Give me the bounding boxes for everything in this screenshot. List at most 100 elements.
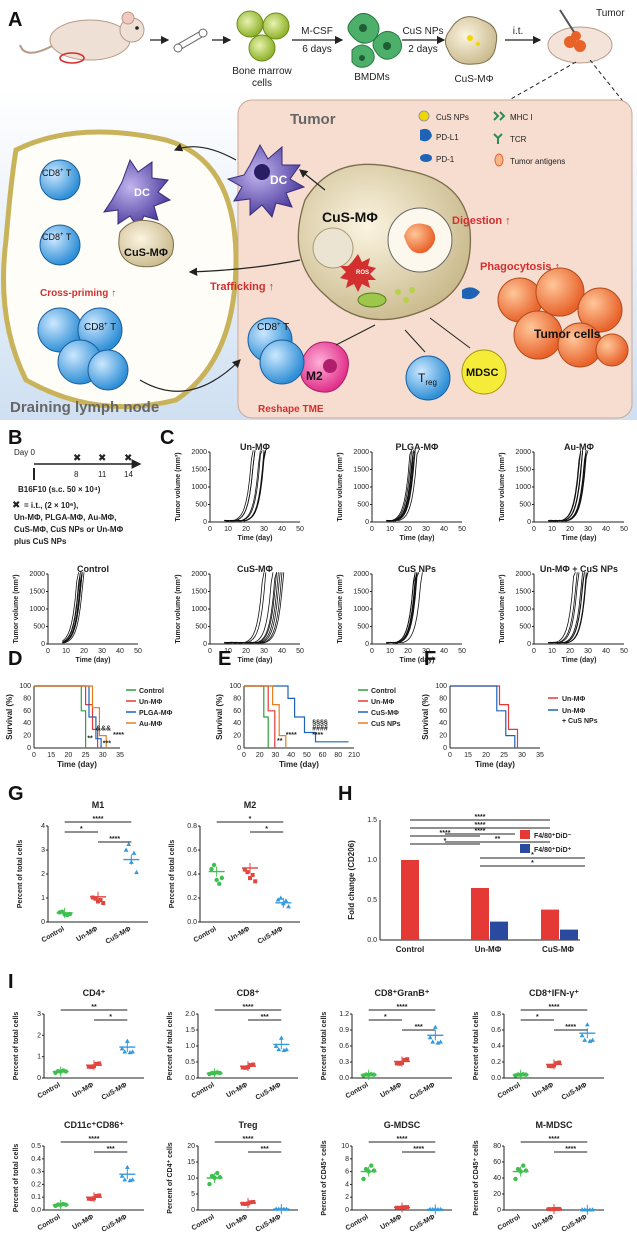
growth-xtick-5-0: 0 (370, 648, 374, 655)
ros-label: ROS (356, 270, 369, 276)
growth-xlabel-5: Time (day) (400, 657, 435, 664)
dot-i-2-ylabel: Percent of total cells (321, 1012, 328, 1081)
dot-i-6-pt-0-0 (361, 1176, 366, 1182)
survival-d-ytick-5: 100 (19, 683, 31, 690)
dot-i-1-pt-2-2 (278, 1035, 284, 1040)
growth-ylabel-3: Tumor volume (mm³) (13, 574, 20, 643)
dot-i-6-ytick-2: 4 (345, 1181, 349, 1188)
dot-i-2-pt-1-0 (394, 1061, 399, 1066)
dot-i-2-sig-1: * (384, 1014, 387, 1021)
dot-i-4-ytick-1: 0.1 (31, 1194, 41, 1201)
dot-i-0-ytick-2: 2 (37, 1032, 41, 1039)
dot-i-3-ytick-1: 0.2 (491, 1059, 501, 1066)
arrow2-bottom: 2 days (408, 44, 437, 55)
dot-i-1-pt-1-1 (243, 1065, 248, 1070)
cd206-bar-red-1 (471, 888, 489, 940)
growth-ytick-2-3: 1500 (515, 467, 531, 474)
dot-i-3-title: CD8⁺IFN-γ⁺ (529, 988, 579, 998)
growth-ylabel-2: Tumor volume (mm³) (499, 452, 506, 521)
survival-d-ytick-0: 0 (27, 745, 31, 752)
growth-xtick-1-5: 50 (458, 526, 466, 533)
inoc-text: B16F10 (s.c. 50 × 10⁴) (18, 485, 101, 494)
lymph-cd8-2 (39, 224, 81, 266)
panel-a-label: A (8, 9, 22, 31)
dot-i-6-pt-1-0 (394, 1205, 399, 1210)
dot-m2-sig-0: * (249, 816, 252, 823)
dot-i-0-xtick-2: CuS-MΦ (101, 1082, 129, 1102)
growth-curve-3-8 (62, 572, 83, 643)
dot-m1-pt-1-1 (93, 896, 98, 901)
dot-m1-title: M1 (92, 800, 105, 810)
growth-xtick-6-5: 50 (620, 648, 628, 655)
dot-i-4-title: CD11c⁺CD86⁺ (64, 1120, 124, 1130)
dot-i-7-pt-0-3 (521, 1163, 526, 1168)
growth-curve-4-4 (224, 572, 265, 644)
survival-e-xtick-0: 0 (242, 752, 246, 759)
dot-i-6-pt-0-2 (366, 1169, 371, 1174)
dot-m2-ylabel: Percent of total cells (169, 840, 176, 909)
dot-i-4-pt-2-4 (130, 1177, 135, 1182)
survival-f-legend-1: Un-MΦ (562, 708, 585, 715)
dot-i-2-xtick-0: Control (345, 1082, 370, 1101)
dot-i-6-ytick-5: 10 (341, 1143, 349, 1150)
cd206-sig-0: **** (475, 814, 486, 821)
treg-label: Treg (418, 371, 437, 387)
survival-e-curve-3 (244, 685, 287, 748)
growth-ytick-1-1: 500 (357, 502, 369, 509)
dot-i-7-pt-0-2 (518, 1169, 523, 1174)
dot-i-1-pt-1-2 (246, 1065, 250, 1070)
dot-i-3-xtick-1: Un-MΦ (531, 1082, 555, 1100)
dot-i-1-xtick-2: CuS-MΦ (255, 1082, 283, 1102)
growth-ytick-6-3: 1500 (515, 589, 531, 596)
growth-curve-0-8 (224, 450, 265, 522)
growth-ytick-5-2: 1000 (353, 606, 369, 613)
survival-d-legend-2: PLGA-MΦ (139, 710, 173, 717)
growth-xlabel-3: Time (day) (76, 657, 111, 664)
survival-f-xlabel: Time (day) (475, 760, 515, 769)
dot-m2-ytick-3: 0.6 (187, 847, 197, 854)
dot-i-4-sig-0: **** (89, 1136, 100, 1143)
growth-ytick-2-0: 0 (527, 519, 531, 526)
cd206-ytick-1: 0.5 (367, 897, 377, 904)
survival-d-ytick-4: 80 (23, 695, 31, 702)
growth-xtick-0-0: 0 (208, 526, 212, 533)
cd206-sig-4: **** (475, 828, 486, 835)
dot-i-5-xtick-0: Control (191, 1214, 216, 1233)
growth-curve-2-4 (548, 450, 587, 522)
dot-i-2-title: CD8⁺GranB⁺ (374, 988, 429, 998)
to-dc-arrow (299, 169, 326, 191)
survival-f-xtick-1: 15 (464, 752, 472, 759)
dot-i-2-ytick-2: 0.6 (339, 1043, 349, 1050)
growth-ytick-3-2: 1000 (29, 606, 45, 613)
growth-ytick-0-3: 1500 (191, 467, 207, 474)
dot-m2-pt-2-1 (278, 895, 284, 900)
dot-i-3-pt-2-0 (579, 1033, 585, 1038)
growth-xtick-3-4: 40 (116, 648, 124, 655)
note-2: Un-MΦ, PLGA-MΦ, Au-MΦ, (14, 513, 116, 522)
dot-i-4: CD11c⁺CD86⁺ 0.0 0.1 0.2 0.3 0.4 0.5 Percent of … (13, 1120, 144, 1234)
dot-m2-pt-1-1 (245, 870, 250, 875)
dot-i-7-ytick-3: 60 (493, 1159, 501, 1166)
dc-label-tumor: DC (270, 173, 288, 187)
dot-i-0-ylabel: Percent of total cells (13, 1012, 20, 1081)
growth-xtick-6-4: 40 (602, 648, 610, 655)
growth-title-4: CuS-MΦ (237, 564, 273, 574)
growth-ylabel-0: Tumor volume (mm³) (175, 452, 182, 521)
growth-xtick-5-4: 40 (440, 648, 448, 655)
dot-m1-ytick-0: 0 (41, 919, 45, 926)
dot-i-3-ytick-2: 0.4 (491, 1043, 501, 1050)
dot-i-4-pt-2-0 (119, 1173, 125, 1178)
dot-m2-pt-1-3 (250, 872, 255, 877)
growth-ytick-3-1: 500 (33, 624, 45, 631)
x-mark-8: ✖ (73, 453, 81, 464)
cd206-xtick-1: Un-MΦ (475, 945, 502, 954)
growth-curve-6-5 (548, 572, 576, 644)
dot-i-1-pt-2-1 (276, 1047, 282, 1052)
dot-m1-sig-2: **** (109, 836, 120, 843)
dot-m2: M2 0.0 0.2 0.4 0.6 0.8 Percent of total cells C… (169, 800, 300, 946)
dot-i-4-pt-2-2 (124, 1164, 130, 1170)
survival-e-xtick-7: 210 (348, 752, 360, 759)
growth-curve-2-7 (548, 450, 587, 522)
growth-plot-3: Control 0 500 1000 1500 2000 0 10 20 30 40 50 Time (… (13, 564, 142, 664)
dot-i-3-xtick-0: Control (497, 1082, 522, 1101)
